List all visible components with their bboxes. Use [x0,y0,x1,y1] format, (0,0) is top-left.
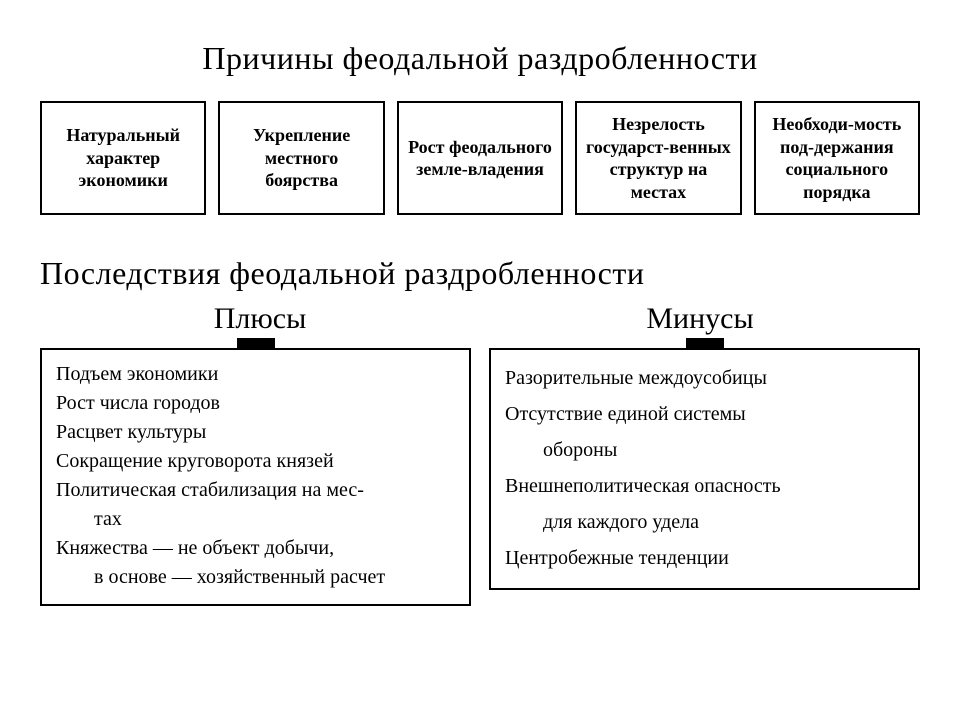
minus-box: Разорительные междоусобицы Отсутствие ед… [489,348,920,590]
plus-line: Сокращение круговорота князей [56,447,455,476]
plus-line: Политическая стабилизация на мес- [56,476,455,505]
cause-box: Рост феодального земле-владения [397,101,563,215]
plus-box: Подъем экономики Рост числа городов Расц… [40,348,471,606]
cause-box: Необходи-мость под-держания социального … [754,101,920,215]
minus-line: обороны [505,432,904,468]
page-root: Причины феодальной раздробленности Натур… [0,0,960,626]
cause-box: Укрепление местного боярства [218,101,384,215]
minus-heading: Минусы [480,302,920,336]
plus-line: Рост числа городов [56,389,455,418]
minus-line: Внешнеполитическая опасность [505,468,904,504]
cause-box: Натуральный характер экономики [40,101,206,215]
plus-line: в основе — хозяйственный расчет [56,563,455,592]
consequences-title: Последствия феодальной раздробленности [40,255,920,292]
columns-header: Плюсы Минусы [40,302,920,336]
causes-row: Натуральный характер экономики Укреплени… [40,101,920,215]
minus-line: Отсутствие единой системы [505,396,904,432]
cause-box: Незрелость государст-венных структур на … [575,101,741,215]
plus-line: Расцвет культуры [56,418,455,447]
plus-line: Княжества — не объект добычи, [56,534,455,563]
minus-line: для каждого удела [505,504,904,540]
plus-line: Подъем экономики [56,360,455,389]
minus-column: Разорительные междоусобицы Отсутствие ед… [489,338,920,606]
plus-line: тах [56,505,455,534]
minus-tab-decoration [686,338,724,348]
minus-line: Разорительные междоусобицы [505,360,904,396]
plus-tab-decoration [237,338,275,348]
main-title: Причины феодальной раздробленности [40,40,920,77]
columns-body: Подъем экономики Рост числа городов Расц… [40,338,920,606]
plus-heading: Плюсы [40,302,480,336]
minus-line: Центробежные тенденции [505,540,904,576]
plus-column: Подъем экономики Рост числа городов Расц… [40,338,471,606]
